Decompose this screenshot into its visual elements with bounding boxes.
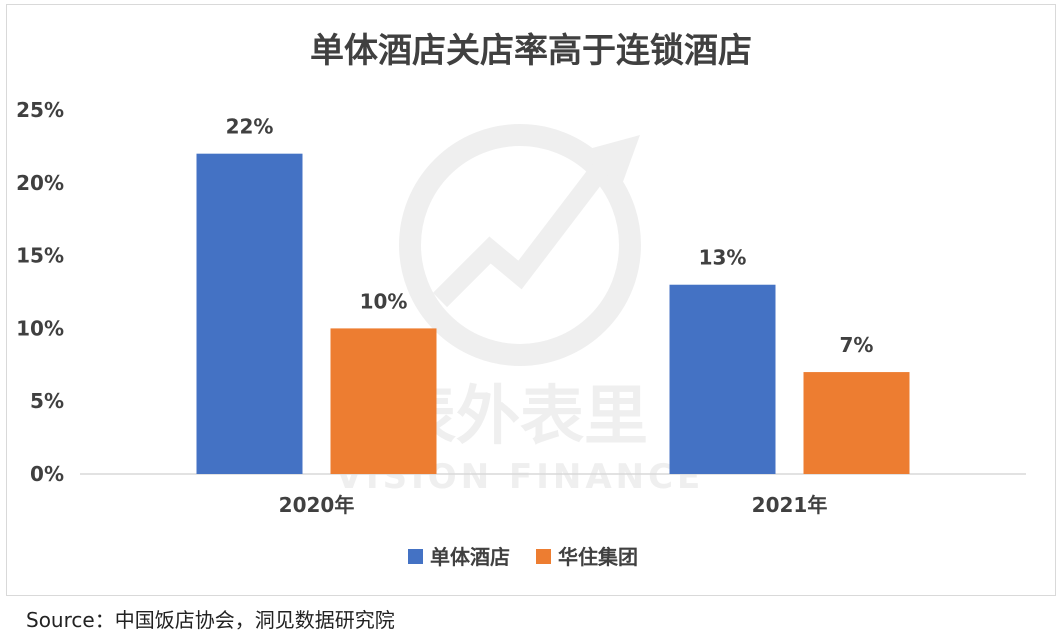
data-label: 10% bbox=[360, 289, 408, 313]
source-note: Source：中国饭店协会，洞见数据研究院 bbox=[26, 608, 395, 632]
y-tick-label: 10% bbox=[16, 316, 64, 340]
y-axis: 0% 5% 10% 15% 20% 25% bbox=[16, 98, 64, 486]
bar-single-hotel-1 bbox=[669, 284, 776, 474]
watermark-arrow-head bbox=[585, 135, 640, 190]
data-labels-group: 22% 10% 13% 7% bbox=[226, 115, 874, 357]
legend-swatch-0 bbox=[408, 549, 423, 564]
legend: 单体酒店 华住集团 bbox=[408, 545, 638, 569]
bar-single-hotel-0 bbox=[196, 153, 303, 474]
data-label: 22% bbox=[226, 115, 274, 139]
x-axis: 2020年 2021年 bbox=[279, 493, 828, 517]
y-tick-label: 5% bbox=[30, 389, 64, 413]
y-tick-label: 20% bbox=[16, 171, 64, 195]
data-label: 7% bbox=[840, 333, 874, 357]
y-tick-label: 25% bbox=[16, 98, 64, 122]
chart-title: 单体酒店关店率高于连锁酒店 bbox=[310, 31, 752, 71]
data-label: 13% bbox=[699, 246, 747, 270]
watermark-ring bbox=[399, 124, 641, 366]
y-tick-label: 0% bbox=[30, 462, 64, 486]
bar-huazhu-0 bbox=[330, 328, 437, 474]
watermark-arrow-line bbox=[432, 163, 608, 308]
x-tick-label: 2020年 bbox=[279, 493, 355, 517]
x-tick-label: 2021年 bbox=[752, 493, 828, 517]
bar-chart: 表外表里 VISION FINANCE 单体酒店关店率高于连锁酒店 0%5%10… bbox=[16, 31, 1026, 569]
legend-swatch-1 bbox=[536, 549, 551, 564]
y-tick-label: 15% bbox=[16, 244, 64, 268]
chart-frame bbox=[6, 4, 1056, 596]
bar-huazhu-1 bbox=[803, 372, 910, 474]
legend-label-0: 单体酒店 bbox=[430, 545, 510, 569]
bars-group bbox=[196, 153, 910, 474]
legend-label-1: 华住集团 bbox=[558, 545, 638, 569]
